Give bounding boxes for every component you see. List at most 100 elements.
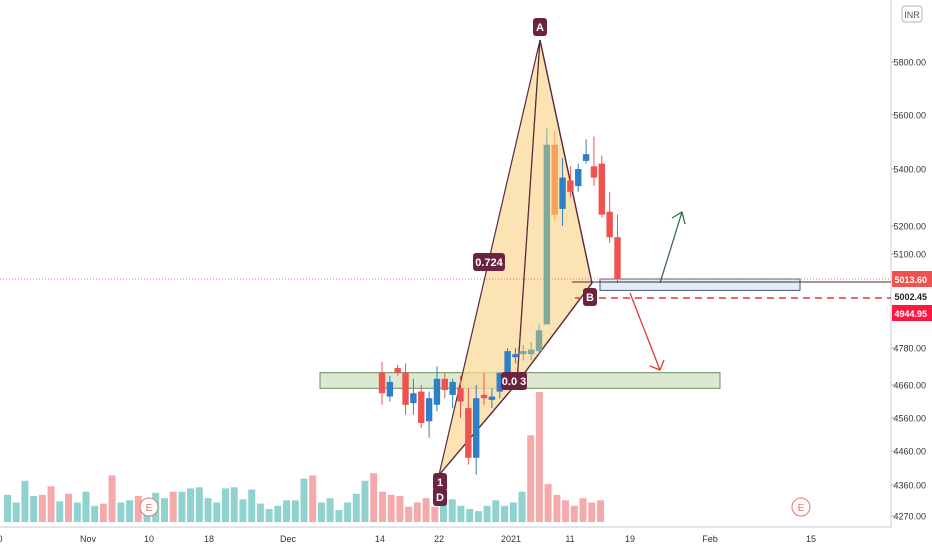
price-axis-labels: 5800.00 5600.00 5400.00 5200.00 5100.00 4780.… <box>891 58 932 522</box>
currency-label: INR <box>904 10 920 20</box>
volume-bar <box>352 493 360 522</box>
volume-bar <box>570 505 578 523</box>
volume-layer <box>4 392 604 523</box>
b-level-price-label: 5002.45 <box>894 292 927 302</box>
volume-bar <box>597 500 604 522</box>
time-tick-label: 0 <box>0 534 3 544</box>
volume-bar <box>178 491 186 522</box>
ratio-bc-label-box <box>501 372 527 390</box>
time-tick-label: 22 <box>434 534 444 544</box>
candle-body <box>520 351 527 355</box>
price-tick-label: 4780.00 <box>893 344 926 354</box>
volume-bar <box>518 491 526 522</box>
candle-body <box>559 177 566 209</box>
price-tick-label: 5400.00 <box>893 165 926 175</box>
overlay-layer: A B 1 D 0.724 0.0 3 E E <box>0 18 891 517</box>
ratio-bc-label: 0.0 3 <box>502 376 526 388</box>
volume-bar <box>248 489 256 522</box>
volume-bar <box>509 502 517 522</box>
volume-bar <box>588 502 596 522</box>
volume-bar <box>457 505 465 523</box>
ratio-ab-label: 0.724 <box>475 257 503 269</box>
volume-bar <box>492 500 500 522</box>
volume-bar <box>213 502 221 522</box>
currency-badge[interactable]: INR <box>901 5 923 23</box>
volume-bar <box>65 493 72 522</box>
candle-body <box>425 398 433 422</box>
earnings-marker-icon[interactable] <box>139 497 159 517</box>
volume-bar <box>256 503 264 522</box>
volume-bar <box>309 475 317 522</box>
arrow-down-icon <box>629 292 665 371</box>
candle-body <box>480 394 488 399</box>
volume-bar <box>413 502 421 522</box>
harmonic-pattern <box>438 39 593 476</box>
arrow-up-icon <box>659 210 686 284</box>
time-tick-label: 14 <box>375 534 385 544</box>
price-tick-label: 4460.00 <box>893 447 926 457</box>
candle-body <box>496 372 503 392</box>
volume-bar <box>579 498 587 522</box>
last-price-label-box <box>892 271 932 287</box>
b-level-price-label-box <box>892 288 932 304</box>
volume-bar <box>126 500 134 522</box>
candle-body <box>614 237 621 280</box>
price-tick-label: 5600.00 <box>893 111 926 121</box>
volume-bar <box>73 502 81 522</box>
volume-bar <box>466 509 474 522</box>
candle-body <box>598 163 605 215</box>
point-d-label-box <box>433 488 447 506</box>
volume-bar <box>361 480 369 522</box>
candle-body <box>606 211 613 238</box>
volume-bar <box>300 478 308 522</box>
time-tick-label: 15 <box>806 534 816 544</box>
candle-body <box>590 166 598 178</box>
volume-bar <box>544 484 552 522</box>
candle-body <box>465 408 472 458</box>
volume-bar <box>562 500 570 522</box>
candles-layer <box>378 128 621 475</box>
candle-body <box>433 378 441 405</box>
volume-bar <box>483 505 491 523</box>
point-d-label: D <box>436 492 444 504</box>
price-tick-label: 5100.00 <box>893 250 926 260</box>
price-tick-label: 5200.00 <box>893 222 926 232</box>
point-b-label-box <box>583 288 597 306</box>
time-tick-label: Dec <box>280 534 297 544</box>
candle-body <box>457 388 464 402</box>
volume-bar <box>317 502 325 522</box>
candle-body <box>410 393 417 404</box>
volume-bar <box>326 498 334 522</box>
pattern-line-bc <box>516 282 593 384</box>
volume-bar <box>99 503 107 522</box>
candle-body <box>543 144 551 325</box>
currency-badge-box[interactable] <box>901 5 923 23</box>
ratio-ab-label-box <box>473 253 505 271</box>
target-price-label-box <box>892 305 932 321</box>
volume-bar <box>82 491 90 522</box>
volume-bar <box>47 486 55 523</box>
volume-bar <box>134 496 142 522</box>
volume-bar <box>527 435 535 522</box>
volume-bar <box>265 509 273 522</box>
volume-bar <box>169 491 177 522</box>
volume-bar <box>117 502 125 522</box>
volume-bar <box>222 488 229 522</box>
candle-body <box>575 169 582 187</box>
volume-bar <box>440 502 447 522</box>
candle-body <box>418 391 425 423</box>
volume-bar <box>38 494 46 522</box>
time-tick-label: 2021 <box>501 534 521 544</box>
earnings-marker-icon[interactable] <box>791 497 811 517</box>
volume-bar <box>56 501 64 522</box>
point-a-label-box <box>533 18 547 36</box>
point-b-label: B <box>586 292 594 304</box>
candle-body <box>473 398 480 458</box>
time-axis-labels: 0 Nov 10 18 Dec 14 22 2021 11 19 Feb 15 <box>0 534 816 544</box>
candle-body <box>394 368 401 373</box>
resistance-zone <box>599 278 801 291</box>
time-tick-label: Feb <box>702 534 718 544</box>
volume-bar <box>501 505 508 523</box>
last-price-label: 5013.60 <box>894 275 927 285</box>
